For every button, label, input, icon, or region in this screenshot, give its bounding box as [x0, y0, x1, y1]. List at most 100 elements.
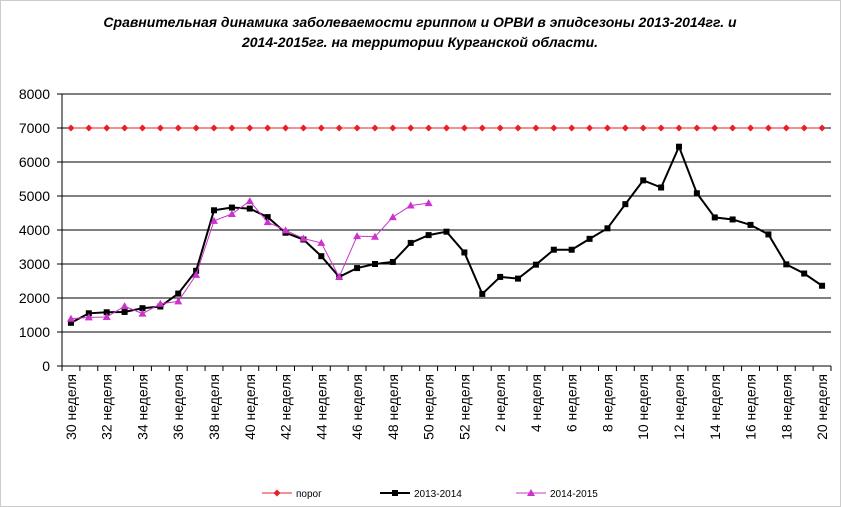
point	[84, 313, 93, 321]
y-tick-label: 7000	[19, 120, 50, 136]
point	[318, 253, 325, 260]
series	[67, 124, 826, 132]
x-tick-label: 40 неделя	[242, 374, 258, 440]
point	[639, 124, 647, 132]
point	[371, 261, 378, 267]
point	[66, 314, 75, 322]
x-tick-label: 42 неделя	[278, 374, 294, 440]
legend-label: 2014-2015	[550, 489, 598, 500]
point	[85, 310, 92, 317]
point	[103, 309, 110, 316]
point	[245, 197, 254, 205]
x-tick-label: 52 неделя	[456, 374, 472, 440]
x-tick-label: 50 неделя	[421, 374, 437, 440]
point	[479, 290, 486, 297]
point	[193, 267, 200, 274]
point	[586, 124, 594, 132]
point	[621, 124, 629, 132]
point	[103, 124, 111, 132]
point	[192, 124, 200, 132]
point	[747, 221, 754, 228]
x-tick-label: 34 неделя	[134, 374, 150, 440]
point	[604, 225, 611, 232]
legend-marker	[527, 489, 535, 496]
series	[67, 143, 826, 326]
point	[622, 201, 629, 208]
point	[568, 124, 576, 132]
point	[658, 184, 665, 191]
point	[246, 205, 253, 212]
point	[67, 319, 74, 326]
point	[67, 124, 75, 132]
x-tick-label: 46 неделя	[349, 374, 365, 440]
x-tick-label: 14 неделя	[707, 374, 723, 440]
point	[388, 213, 397, 221]
point	[640, 177, 647, 184]
y-tick-label: 1000	[19, 324, 50, 340]
x-tick-label: 38 неделя	[206, 374, 222, 440]
point	[675, 143, 682, 150]
point	[443, 124, 450, 132]
point	[174, 297, 183, 305]
point	[711, 214, 718, 221]
x-tick-label: 16 неделя	[743, 374, 759, 440]
point	[711, 124, 719, 132]
point	[246, 124, 254, 132]
point	[729, 124, 737, 132]
point	[264, 214, 271, 221]
point	[389, 258, 396, 265]
point	[496, 124, 504, 132]
point	[121, 308, 128, 315]
point	[532, 124, 540, 132]
point	[228, 204, 235, 211]
point	[729, 216, 736, 223]
point	[138, 309, 147, 317]
point	[210, 216, 219, 224]
point	[818, 124, 826, 132]
point	[424, 199, 433, 207]
chart-title: Сравнительная динамика заболеваемости гр…	[103, 14, 737, 50]
point	[317, 238, 326, 246]
point	[174, 124, 182, 132]
point	[139, 305, 146, 312]
x-tick-label: 48 неделя	[385, 374, 401, 440]
x-tick-label: 8 неделя	[599, 374, 615, 432]
point	[764, 124, 772, 132]
point	[228, 124, 236, 132]
y-tick-label: 5000	[19, 188, 50, 204]
point	[514, 124, 522, 132]
x-tick-label: 30 неделя	[63, 374, 79, 440]
point	[747, 124, 755, 132]
y-tick-label: 6000	[19, 154, 50, 170]
point	[783, 261, 790, 268]
point	[282, 124, 290, 132]
point	[299, 234, 308, 242]
point	[121, 124, 129, 132]
x-tick-label: 36 неделя	[170, 374, 186, 440]
point	[353, 124, 361, 132]
point	[497, 273, 504, 280]
point	[443, 228, 450, 235]
line	[70, 200, 429, 320]
point	[156, 124, 164, 132]
x-tick-label: 10 неделя	[635, 374, 651, 440]
point	[425, 232, 432, 239]
point	[210, 124, 218, 132]
x-tick-label: 18 неделя	[778, 374, 794, 440]
point	[819, 282, 826, 289]
line	[70, 144, 823, 324]
point	[192, 270, 201, 278]
point	[335, 272, 344, 280]
y-tick-label: 8000	[19, 86, 50, 102]
point	[515, 275, 522, 282]
point	[568, 246, 575, 253]
point	[693, 190, 700, 197]
point	[354, 265, 361, 272]
point	[406, 201, 415, 209]
point	[765, 231, 772, 238]
x-tick-label: 12 неделя	[671, 374, 687, 440]
point	[175, 290, 182, 297]
point	[550, 124, 558, 132]
point	[782, 124, 790, 132]
